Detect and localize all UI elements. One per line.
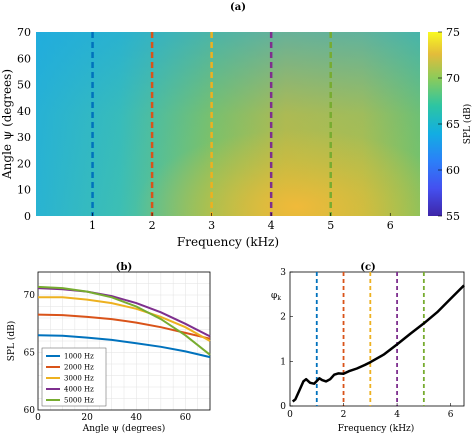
panel-a-x-tick-label: 5 bbox=[327, 219, 334, 232]
panel-b-x-tick-label: 40 bbox=[131, 413, 143, 423]
panel-b-legend-entry: 3000 Hz bbox=[64, 375, 94, 383]
panel-b-xlabel: Angle ψ (degrees) bbox=[82, 423, 166, 434]
panel-c-y-tick-label: 1 bbox=[280, 357, 286, 367]
panel-a-colorbar-ticks: 55 60 65 70 75 bbox=[438, 26, 460, 223]
panel-b-x-tick-label: 20 bbox=[81, 413, 93, 423]
panel-c-title: (c) bbox=[360, 262, 376, 273]
panel-b-legend-entry: 1000 Hz bbox=[64, 353, 94, 361]
panel-c-series-line bbox=[291, 284, 465, 403]
panel-a-ylabel: Angle ψ (degrees) bbox=[0, 69, 14, 180]
panel-b-legend-entry: 2000 Hz bbox=[64, 364, 94, 372]
panel-c-guide-lines bbox=[315, 272, 425, 406]
panel-b-title: (b) bbox=[116, 262, 132, 273]
panel-a-x-tick-label: 1 bbox=[89, 219, 96, 232]
panel-c-y-ticks: 0 1 2 3 bbox=[280, 268, 293, 412]
panel-a-x-tick-label: 2 bbox=[149, 219, 156, 232]
panel-a-colorbar-tick-label: 75 bbox=[446, 26, 460, 39]
panel-c-x-tick-label: 0 bbox=[287, 410, 293, 420]
panel-c-x-tick-label: 4 bbox=[394, 410, 400, 420]
panel-c-x-tick-label: 6 bbox=[448, 410, 454, 420]
panel-a-y-tick-label: 70 bbox=[17, 26, 31, 39]
panel-b-series-line bbox=[37, 334, 211, 359]
panel-b-y-ticks: 60 65 70 bbox=[24, 291, 36, 416]
panel-a-colorbar-tick-label: 70 bbox=[446, 72, 460, 85]
panel-b-legend-entry: 5000 Hz bbox=[64, 397, 94, 405]
panel-a-x-tick-label: 4 bbox=[268, 219, 275, 232]
panel-a-y-tick-label: 0 bbox=[24, 210, 31, 223]
panel-a-guide-lines bbox=[91, 32, 332, 216]
panel-b-x-ticks: 0 20 40 60 bbox=[35, 413, 191, 423]
panel-b-series-line bbox=[37, 285, 211, 356]
panel-b-y-tick-label: 70 bbox=[24, 291, 36, 301]
panel-a-y-tick-label: 40 bbox=[17, 105, 31, 118]
panel-c-y-tick-label: 3 bbox=[280, 268, 286, 278]
panel-a-y-tick-label: 30 bbox=[17, 131, 31, 144]
panel-a-y-tick-label: 60 bbox=[17, 52, 31, 65]
panel-b-y-tick-label: 65 bbox=[24, 349, 36, 359]
panel-a-x-tick-label: 3 bbox=[208, 219, 215, 232]
panel-a-y-tick-label: 10 bbox=[17, 184, 31, 197]
panel-a-x-tick-label: 6 bbox=[387, 219, 394, 232]
panel-a-x-ticks: 1 2 3 4 5 6 bbox=[89, 213, 394, 232]
panel-a-title: (a) bbox=[230, 2, 246, 13]
panel-c-frame bbox=[289, 271, 465, 407]
panel-a-xlabel: Frequency (kHz) bbox=[177, 235, 279, 249]
panel-a-colorbar-label: SPL (dB) bbox=[462, 104, 473, 144]
panel-a-heatmap bbox=[36, 32, 420, 216]
panel-a-y-ticks: 0 10 20 30 40 50 60 70 bbox=[17, 26, 31, 223]
panel-c-ylabel: φk bbox=[271, 291, 281, 302]
panel-b-series bbox=[37, 285, 211, 359]
panel-b-legend: 1000 Hz 2000 Hz 3000 Hz 4000 Hz 5000 Hz bbox=[41, 347, 107, 407]
panel-c-y-tick-label: 0 bbox=[280, 402, 286, 412]
panel-a-colorbar-tick-label: 65 bbox=[446, 118, 460, 131]
panel-c-series bbox=[291, 284, 465, 403]
panel-b-y-tick-label: 60 bbox=[24, 406, 36, 416]
panel-a-y-tick-label: 20 bbox=[17, 157, 31, 170]
panel-c-x-tick-label: 2 bbox=[341, 410, 347, 420]
panel-b-x-tick-label: 60 bbox=[180, 413, 192, 423]
panel-b-legend-entry: 4000 Hz bbox=[64, 386, 94, 394]
panel-a-colorbar-tick-label: 55 bbox=[446, 210, 460, 223]
panel-b-series-line bbox=[38, 296, 211, 342]
panel-a-y-tick-label: 50 bbox=[17, 79, 31, 92]
panel-b-x-tick-label: 0 bbox=[35, 413, 41, 423]
panel-c-x-ticks: 0 2 4 6 bbox=[287, 403, 454, 420]
panel-c-xlabel: Frequency (kHz) bbox=[338, 423, 415, 434]
panel-c-y-tick-label: 2 bbox=[280, 313, 286, 323]
panel-b-ylabel: SPL (dB) bbox=[6, 321, 17, 361]
panel-a-colorbar-tick-label: 60 bbox=[446, 164, 460, 177]
